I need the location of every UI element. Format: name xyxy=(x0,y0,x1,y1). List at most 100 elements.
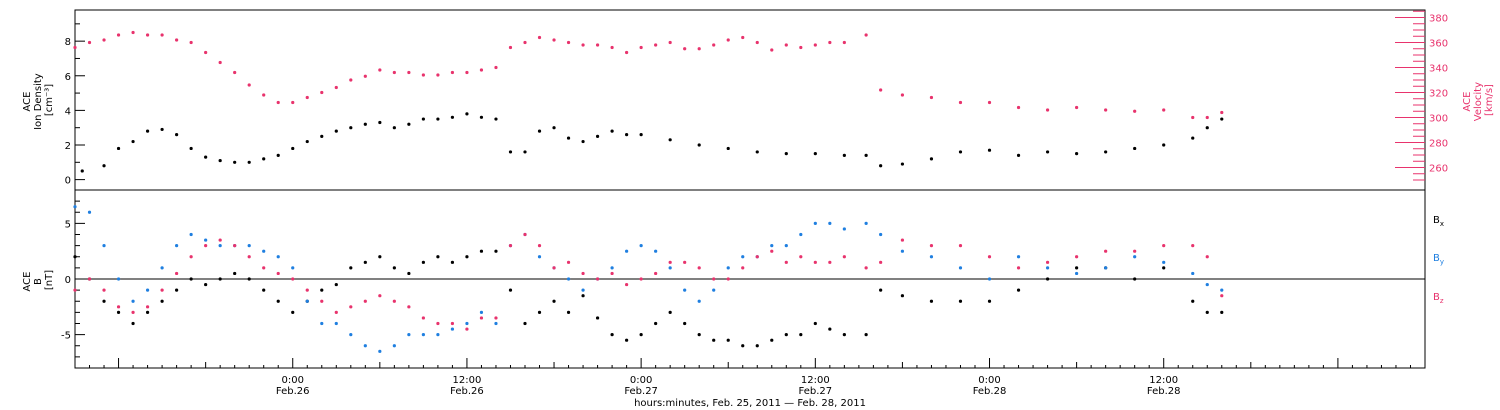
bz-point xyxy=(668,260,672,264)
by-point xyxy=(407,333,411,337)
velocity-point xyxy=(813,43,817,47)
legend-bz-sub: z xyxy=(1440,297,1444,305)
bz-point xyxy=(1016,266,1021,270)
b-tick-label: 5 xyxy=(65,219,71,230)
density-tick-label: 4 xyxy=(65,106,71,117)
by-point xyxy=(639,244,643,248)
bx-point xyxy=(697,333,701,337)
bx-point xyxy=(784,333,788,337)
bz-point xyxy=(421,316,425,320)
velocity-tick-label: 260 xyxy=(1429,164,1448,175)
bz-point xyxy=(363,299,367,303)
by-point xyxy=(987,277,992,281)
velocity-point xyxy=(958,100,963,105)
bx-point xyxy=(131,321,135,326)
velocity-point xyxy=(625,50,629,55)
bz-point xyxy=(145,305,150,309)
density-point xyxy=(1191,136,1195,140)
bz-point xyxy=(465,327,469,331)
bx-point xyxy=(1220,310,1224,314)
bx-point xyxy=(958,299,963,303)
bz-point xyxy=(552,266,556,270)
bx-point xyxy=(73,255,77,259)
top-panel-frame xyxy=(74,9,1426,191)
bz-point xyxy=(755,255,759,259)
density-point xyxy=(160,127,164,132)
density-point xyxy=(1162,143,1166,147)
density-point xyxy=(175,133,179,137)
bx-point xyxy=(610,333,614,337)
density-velocity-series xyxy=(73,30,1224,173)
bz-point xyxy=(879,260,883,264)
velocity-point xyxy=(1162,108,1166,112)
velocity-tick-label: 380 xyxy=(1429,14,1448,25)
bz-point xyxy=(305,288,309,292)
bx-point xyxy=(929,299,934,303)
by-point xyxy=(929,255,934,259)
bx-point xyxy=(566,310,571,314)
density-point xyxy=(247,160,251,164)
bx-point xyxy=(320,288,324,292)
x-axis-title: hours:minutes, Feb. 25, 2011 — Feb. 28, … xyxy=(634,398,866,409)
density-point xyxy=(305,139,309,144)
velocity-point xyxy=(73,45,77,50)
time-axis: 0:00Feb.2612:00Feb.260:00Feb.2712:00Feb.… xyxy=(74,358,1426,397)
by-point xyxy=(175,244,179,248)
bz-point xyxy=(1220,294,1224,298)
bx-point xyxy=(145,310,150,314)
density-point xyxy=(450,115,455,119)
density-point xyxy=(334,129,338,133)
x-tick-label-time: 0:00 xyxy=(630,375,652,386)
density-point xyxy=(566,136,571,140)
density-point xyxy=(1133,146,1137,151)
bx-point xyxy=(581,294,585,298)
by-point xyxy=(436,333,440,337)
density-point xyxy=(189,146,193,151)
by-point xyxy=(799,232,803,237)
velocity-tick-label: 300 xyxy=(1429,114,1448,125)
bz-point xyxy=(566,260,571,264)
density-point xyxy=(842,153,846,157)
by-point xyxy=(958,266,963,270)
velocity-point xyxy=(864,33,868,37)
bx-point xyxy=(334,282,338,287)
by-point xyxy=(537,255,542,259)
bz-point xyxy=(262,266,266,270)
density-point xyxy=(378,120,382,125)
density-point xyxy=(131,139,135,144)
velocity-point xyxy=(1133,109,1137,113)
bz-point xyxy=(1205,255,1209,259)
x-tick-label-date: Feb.28 xyxy=(973,386,1007,397)
bz-point xyxy=(864,266,868,270)
density-point xyxy=(552,126,556,130)
bx-point xyxy=(175,288,179,292)
x-tick-label-time: 12:00 xyxy=(1149,375,1178,386)
legend-bx-base: B xyxy=(1433,215,1440,226)
density-point xyxy=(864,153,868,157)
density-point xyxy=(363,122,367,126)
bz-point xyxy=(392,299,396,303)
bx-point xyxy=(291,310,295,314)
density-point xyxy=(625,133,629,137)
bz-point xyxy=(291,277,295,281)
bz-point xyxy=(247,255,251,259)
velocity-point xyxy=(450,70,455,75)
bz-point xyxy=(349,305,353,309)
by-point xyxy=(813,221,817,225)
density-point xyxy=(262,157,266,161)
density-point xyxy=(813,152,817,156)
density-point xyxy=(726,146,730,151)
velocity-point xyxy=(218,60,222,65)
bx-point xyxy=(1075,266,1079,270)
bz-point xyxy=(537,244,542,248)
velocity-point xyxy=(421,73,425,77)
bz-point xyxy=(595,277,600,281)
bx-point xyxy=(879,288,883,292)
b-tick-label: -5 xyxy=(61,331,71,342)
bx-point xyxy=(523,321,527,326)
by-point xyxy=(610,266,614,270)
bx-point xyxy=(189,277,193,281)
bx-point xyxy=(828,327,832,331)
velocity-point xyxy=(1016,105,1021,110)
